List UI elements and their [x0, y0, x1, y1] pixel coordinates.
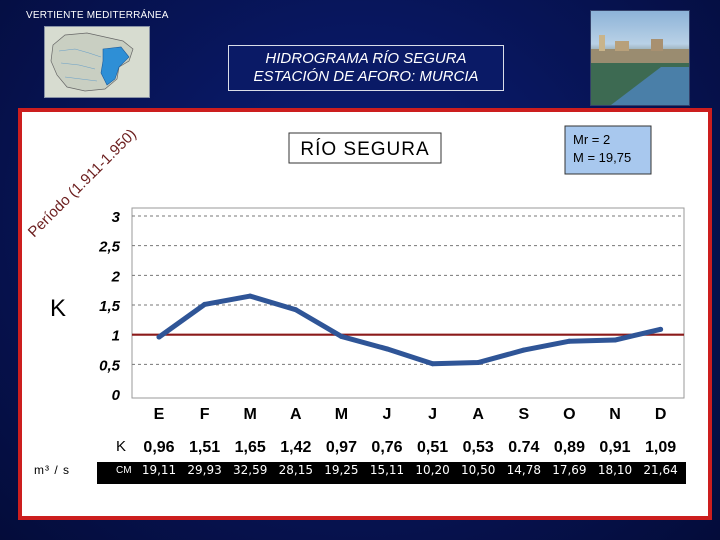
river-name: RÍO SEGURA — [300, 139, 429, 160]
k-value-label: 0,76 — [371, 439, 402, 456]
x-tick-label: J — [428, 406, 437, 423]
data-point — [384, 346, 390, 352]
cm-value-label: 15,11 — [369, 463, 405, 477]
x-tick-label: O — [563, 406, 575, 423]
data-point — [338, 333, 344, 339]
y-tick-label: 0 — [112, 387, 121, 404]
x-tick-label: F — [200, 406, 210, 423]
data-point — [566, 338, 572, 344]
title-line-2: ESTACIÓN DE AFORO: MURCIA — [253, 68, 479, 85]
x-tick-label: M — [335, 406, 348, 423]
k-value-label: 0,51 — [417, 439, 448, 456]
cm-value-label: 28,15 — [278, 463, 313, 477]
k-value-label: 1,51 — [189, 439, 220, 456]
k-value-label: 0.74 — [508, 439, 539, 456]
cm-value-label: 32,59 — [233, 463, 268, 477]
cm-value-label: 19,11 — [141, 463, 177, 477]
cm-value-label: 19,25 — [324, 463, 359, 477]
x-tick-label: S — [518, 406, 529, 423]
x-tick-label: A — [290, 406, 302, 423]
cm-value-label: 17,69 — [552, 463, 587, 477]
data-points — [156, 293, 664, 367]
data-point — [658, 326, 664, 332]
k-value-label: 0,97 — [326, 439, 357, 456]
data-point — [521, 347, 527, 353]
k-value-label: 0,53 — [463, 439, 494, 456]
k-value-labels: 0,96 1,51 1,65 1,42 0,97 0,76 0,51 0,53 0.74 0,89… — [143, 439, 676, 456]
x-tick-label: A — [472, 406, 484, 423]
y-tick-label: 2,5 — [98, 239, 121, 256]
river-photo — [590, 10, 690, 106]
data-point — [612, 337, 618, 343]
data-point — [156, 334, 162, 340]
cm-row-strip — [97, 462, 686, 484]
hydrograph-chart: Período (1.911-1.950) RÍO SEGURA Mr = 2 … — [25, 125, 708, 462]
cm-value-label: 14,78 — [506, 463, 541, 477]
period-label-group: Período (1.911-1.950) — [25, 126, 140, 241]
period-label: Período (1.911-1.950) — [25, 126, 140, 241]
title-line-1: HIDROGRAMA RÍO SEGURA — [265, 50, 467, 67]
chart-panel-inner: Período (1.911-1.950) RÍO SEGURA Mr = 2 … — [22, 112, 708, 516]
cm-value-label: 29,93 — [187, 463, 222, 477]
x-tick-label: J — [383, 406, 392, 423]
k-row-bg — [112, 430, 708, 462]
cm-value-label: 10,20 — [415, 463, 450, 477]
data-point — [293, 307, 299, 313]
data-point — [475, 360, 481, 366]
river-name-box — [288, 132, 442, 164]
data-point — [247, 293, 253, 299]
iberian-map-image — [44, 26, 150, 98]
unit-label: m³ / s — [34, 463, 70, 477]
stats-box — [564, 125, 652, 175]
y-tick-label: 1 — [112, 328, 120, 345]
y-tick-label: 1,5 — [99, 298, 121, 315]
cm-value-label: 10,50 — [461, 463, 496, 477]
cm-row-label: CM — [116, 465, 132, 476]
stats-m: M = 19,75 — [573, 150, 631, 165]
x-tick-label: D — [655, 406, 667, 423]
k-value-label: 1,42 — [280, 439, 311, 456]
cm-value-label: 18,10 — [597, 463, 633, 477]
stats-mr: Mr = 2 — [573, 132, 610, 147]
x-tick-label: N — [609, 406, 621, 423]
k-value-label: 1,09 — [645, 439, 676, 456]
k-value-label: 0,96 — [143, 439, 174, 456]
y-tick-labels: 0 0,5 1 1,5 2 2,5 3 — [98, 209, 121, 404]
data-point — [430, 361, 436, 367]
y-tick-label: 3 — [112, 209, 121, 226]
k-row-label: K — [116, 438, 126, 455]
k-value-label: 0,89 — [554, 439, 585, 456]
y-tick-label: 0,5 — [99, 357, 121, 374]
chart-panel: Período (1.911-1.950) RÍO SEGURA Mr = 2 … — [18, 108, 712, 520]
region-label: VERTIENTE MEDITERRÁNEA — [26, 10, 169, 21]
series-line — [156, 293, 664, 367]
y-tick-label: 2 — [111, 268, 121, 285]
x-tick-label: E — [154, 406, 165, 423]
k-value-label: 0,91 — [599, 439, 630, 456]
x-tick-label: M — [244, 406, 257, 423]
k-axis-label: K — [50, 295, 66, 322]
k-value-label: 1,65 — [235, 439, 266, 456]
cm-value-label: 21,64 — [643, 463, 678, 477]
chart-title-box: HIDROGRAMA RÍO SEGURA ESTACIÓN DE AFORO:… — [228, 45, 504, 91]
data-point — [202, 301, 208, 307]
